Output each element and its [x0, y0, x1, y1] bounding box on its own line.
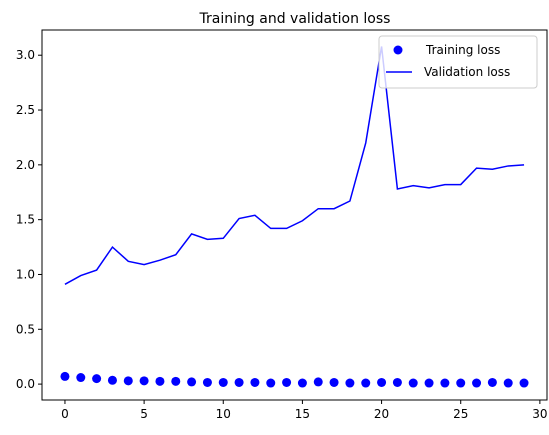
training-loss-point [472, 378, 482, 388]
plot-area [60, 46, 529, 388]
y-tick-label: 1.0 [16, 267, 35, 281]
training-loss-point [282, 377, 292, 387]
training-loss-point [92, 374, 102, 384]
training-loss-point [329, 377, 339, 387]
x-tick-label: 15 [295, 407, 310, 421]
x-tick-label: 0 [61, 407, 69, 421]
training-loss-point [218, 377, 228, 387]
y-tick-label: 3.0 [16, 48, 35, 62]
x-tick-label: 5 [140, 407, 148, 421]
training-loss-point [361, 378, 371, 388]
training-loss-point [187, 377, 197, 387]
training-loss-point [345, 378, 355, 388]
legend-label-validation-loss: Validation loss [424, 65, 510, 79]
training-loss-point [487, 377, 497, 387]
training-loss-point [234, 377, 244, 387]
training-loss-point [155, 376, 165, 386]
training-loss-point [250, 377, 260, 387]
training-loss-point [424, 378, 434, 388]
axes-frame [41, 29, 548, 401]
training-loss-point [202, 377, 212, 387]
training-loss-point [440, 378, 450, 388]
legend-label-training-loss: Training loss [425, 43, 500, 57]
training-loss-point [297, 378, 307, 388]
y-tick-label: 0.0 [16, 377, 35, 391]
x-tick-label: 20 [374, 407, 389, 421]
x-axis: 0 5 10 15 20 25 30 [61, 400, 548, 421]
y-tick-label: 0.5 [16, 322, 35, 336]
x-tick-label: 10 [216, 407, 231, 421]
training-loss-point [392, 377, 402, 387]
training-loss-point [139, 376, 149, 386]
training-loss-point [123, 376, 133, 386]
training-loss-point [313, 377, 323, 387]
training-loss-point [60, 371, 70, 381]
legend-box [378, 35, 538, 89]
legend: Training loss Validation loss [378, 35, 538, 89]
legend-marker-training-loss [393, 45, 403, 55]
training-loss-point [377, 377, 387, 387]
y-tick-label: 1.5 [16, 213, 35, 227]
y-tick-label: 2.5 [16, 103, 35, 117]
training-loss-point [456, 378, 466, 388]
training-loss-point [503, 378, 513, 388]
training-loss-point [266, 378, 276, 388]
x-tick-label: 30 [532, 407, 547, 421]
x-tick-label: 25 [453, 407, 468, 421]
training-loss-point [107, 375, 117, 385]
training-loss-point [76, 373, 86, 383]
chart-title: Training and validation loss [199, 11, 391, 27]
y-axis: 0.0 0.5 1.0 1.5 2.0 2.5 3.0 [16, 48, 42, 391]
training-loss-point [171, 376, 181, 386]
training-loss-point [519, 378, 529, 388]
series-line-validation-loss [64, 46, 525, 285]
y-tick-label: 2.0 [16, 158, 35, 172]
training-loss-point [408, 378, 418, 388]
